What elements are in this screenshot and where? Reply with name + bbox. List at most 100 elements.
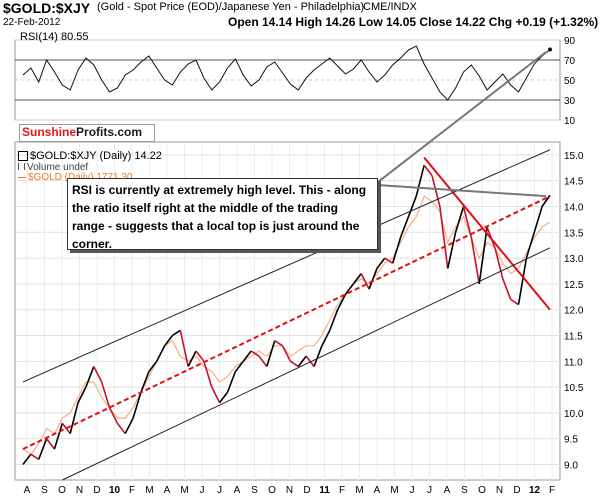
price-segment	[541, 194, 551, 207]
downtrend-line	[423, 156, 551, 311]
price-tick-label: 14.5	[564, 177, 584, 188]
price-segment	[502, 278, 512, 300]
rsi-tick-label: 30	[564, 96, 576, 107]
x-tick-label: 12	[529, 485, 541, 496]
x-tick-label: A	[24, 485, 31, 496]
price-segment	[352, 273, 362, 285]
price-segment	[187, 350, 197, 367]
price-segment	[336, 293, 347, 311]
price-segment	[329, 309, 339, 331]
price-segment	[313, 345, 323, 367]
x-tick-label: N	[76, 485, 83, 496]
price-tick-label: 12.0	[564, 306, 584, 317]
x-tick-label: S	[251, 485, 258, 496]
price-segment	[156, 345, 166, 362]
price-segment	[533, 206, 543, 233]
price-tick-label: 10.0	[564, 409, 584, 420]
x-tick-label: F	[129, 485, 135, 496]
price-segment	[195, 350, 205, 362]
price-segment	[305, 355, 315, 367]
price-segment	[242, 350, 252, 362]
legend-volume-label: Volume undef	[27, 162, 89, 173]
price-segment	[439, 206, 449, 269]
x-tick-label: J	[217, 485, 222, 496]
price-tick-label: 10.5	[564, 383, 584, 394]
price-segment	[391, 237, 402, 264]
price-tick-label: 9.5	[564, 435, 578, 446]
price-segment	[172, 329, 181, 337]
price-segment	[226, 371, 237, 393]
price-segment	[407, 195, 418, 218]
x-tick-label: O	[268, 485, 276, 496]
price-segment	[219, 391, 229, 404]
price-segment	[297, 355, 307, 367]
rsi-tick-label: 10	[564, 116, 576, 127]
price-segment	[179, 330, 189, 367]
x-tick-label: J	[200, 485, 205, 496]
price-segment	[431, 175, 441, 207]
price-segment	[289, 360, 299, 368]
x-tick-label: N	[496, 485, 503, 496]
price-segment	[203, 361, 213, 388]
price-tick-label: 11.5	[564, 332, 583, 343]
price-segment	[266, 340, 276, 367]
annotation-callout: RSI is currently at extremely high level…	[67, 178, 378, 251]
x-tick-label: O	[478, 485, 486, 496]
chart-date: 22-Feb-2012	[3, 17, 61, 28]
price-segment	[525, 232, 536, 259]
price-tick-label: 13.5	[564, 228, 584, 239]
x-tick-label: M	[355, 485, 363, 496]
x-tick-label: 10	[109, 485, 121, 496]
price-segment	[250, 350, 260, 357]
price-segment	[478, 227, 488, 285]
rsi-tick-label: 70	[564, 56, 576, 67]
x-tick-label: M	[180, 485, 188, 496]
price-segment	[45, 438, 56, 450]
price-segment	[281, 345, 292, 362]
price-segment	[163, 335, 174, 347]
price-segment	[470, 237, 480, 285]
price-segment	[446, 232, 457, 269]
price-segment	[69, 402, 79, 434]
legend-overlay-label: $GOLD (Daily) 1771.30	[28, 172, 133, 183]
price-tick-label: 9.0	[564, 461, 578, 472]
x-tick-label: J	[410, 485, 415, 496]
price-tick-label: 15.0	[564, 151, 584, 162]
callout-pointer-rsi	[377, 51, 547, 183]
price-segment	[100, 381, 111, 408]
price-segment	[415, 165, 425, 197]
x-tick-label: D	[513, 485, 520, 496]
price-segment	[211, 386, 221, 403]
price-segment	[510, 298, 519, 306]
x-tick-label: A	[234, 485, 241, 496]
price-segment	[258, 355, 268, 367]
legend-volume: Volume undef	[18, 162, 88, 173]
x-tick-label: J	[427, 485, 432, 496]
sunshine-profits-logo: SunshineProfits.com	[19, 124, 155, 142]
price-segment	[132, 392, 142, 419]
price-segment	[85, 366, 95, 388]
price-tick-label: 14.0	[564, 203, 584, 214]
price-segment	[494, 247, 504, 279]
price-tick-label: 11.0	[564, 357, 583, 368]
price-segment	[108, 407, 119, 424]
rsi-tick-label: 90	[564, 36, 576, 47]
legend-volume-bars-icon	[18, 163, 25, 170]
x-tick-label: M	[145, 485, 153, 496]
price-segment	[517, 257, 528, 305]
price-segment	[454, 206, 465, 233]
price-segment	[53, 423, 64, 450]
price-segment	[462, 206, 473, 238]
logo-part2: Profits.com	[76, 125, 143, 139]
x-tick-label: A	[164, 485, 171, 496]
price-segment	[116, 422, 126, 435]
legend-main-swatch-icon	[18, 151, 28, 162]
price-segment	[368, 268, 378, 290]
price-tick-label: 13.0	[564, 254, 584, 265]
ohlc-values: Open 14.14 High 14.26 Low 14.05 Close 14…	[228, 15, 599, 29]
price-segment	[22, 453, 32, 466]
price-tick-label: 12.5	[564, 280, 584, 291]
x-tick-label: A	[444, 485, 451, 496]
x-tick-label: S	[461, 485, 468, 496]
price-segment	[360, 273, 370, 290]
